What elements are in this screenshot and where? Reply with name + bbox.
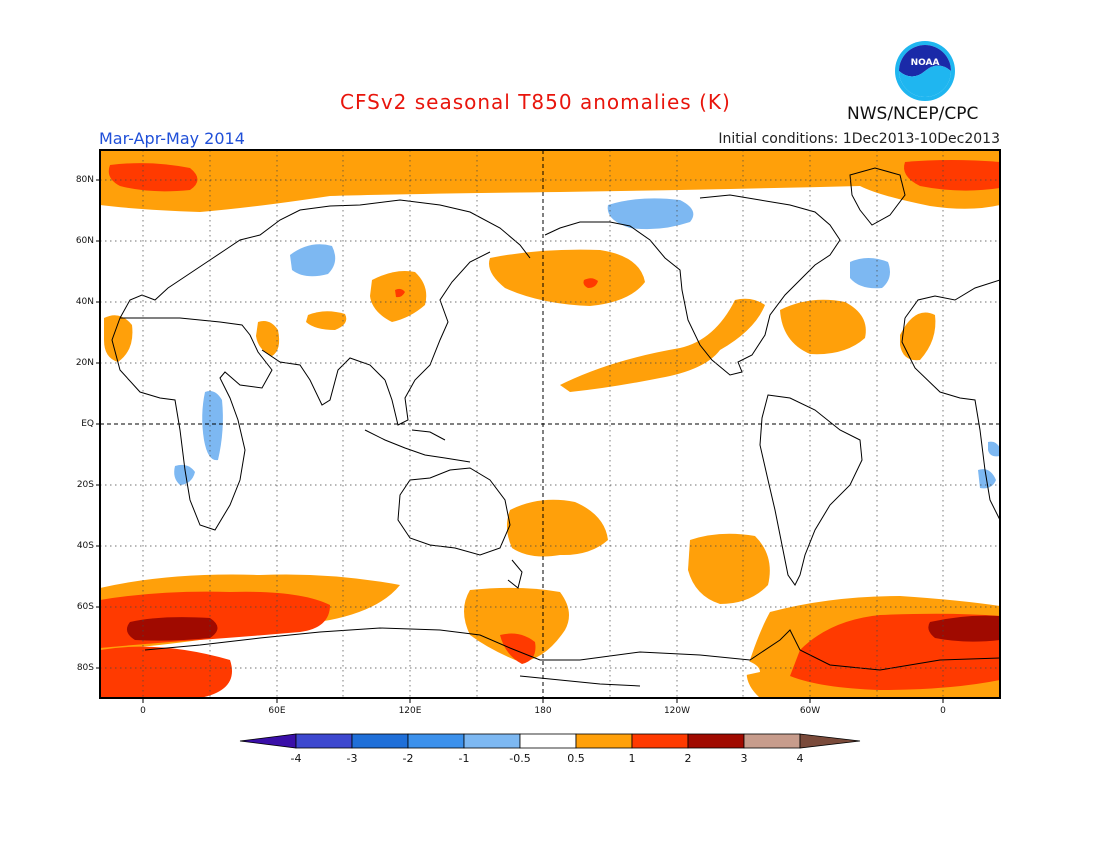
lat-label: 20S xyxy=(76,480,94,490)
lat-label: 60N xyxy=(75,236,94,246)
colorbar-label: 1 xyxy=(628,752,636,765)
lat-label: 80S xyxy=(76,663,94,673)
colorbar-label: -0.5 xyxy=(509,752,531,765)
colorbar-swatch xyxy=(575,733,633,749)
lat-label: 40S xyxy=(76,541,94,551)
colorbar-label: 0.5 xyxy=(567,752,585,765)
colorbar-label: 4 xyxy=(796,752,804,765)
lon-label: 120W xyxy=(663,706,691,716)
agency-label: NWS/NCEP/CPC xyxy=(847,104,979,124)
colorbar-swatch xyxy=(463,733,521,749)
coastlines xyxy=(111,167,1000,687)
colorbar-swatch xyxy=(407,733,465,749)
colorbar-swatch xyxy=(519,733,577,749)
colorbar-arrow-low xyxy=(239,733,297,749)
lat-label: 60S xyxy=(76,602,94,612)
colorbar xyxy=(239,733,861,749)
lon-label: 120E xyxy=(398,706,422,716)
forecast-period: Mar-Apr-May 2014 xyxy=(99,129,245,148)
colorbar-label: -2 xyxy=(402,752,414,765)
logo-text: NOAA xyxy=(911,58,940,68)
colorbar-swatch xyxy=(743,733,801,749)
colorbar-swatch xyxy=(295,733,353,749)
colorbar-label: -4 xyxy=(290,752,302,765)
lon-label: 60E xyxy=(268,706,286,716)
anomaly-shading xyxy=(100,150,1000,698)
colorbar-arrow-high xyxy=(799,733,861,749)
colorbar-swatch xyxy=(351,733,409,749)
colorbar-label: -3 xyxy=(346,752,358,765)
colorbar-label: -1 xyxy=(458,752,470,765)
colorbar-swatch xyxy=(687,733,745,749)
chart-title: CFSv2 seasonal T850 anomalies (K) xyxy=(340,90,731,114)
lat-label: EQ xyxy=(81,419,94,429)
lon-label: 0 xyxy=(940,706,946,716)
colorbar-label: 3 xyxy=(740,752,748,765)
lat-label: 20N xyxy=(75,358,94,368)
map-gridlines xyxy=(100,150,1000,698)
colorbar-swatch xyxy=(631,733,689,749)
initial-conditions: Initial conditions: 1Dec2013-10Dec2013 xyxy=(718,131,1000,147)
lat-label: 40N xyxy=(75,297,94,307)
colorbar-label: 2 xyxy=(684,752,692,765)
lat-label: 80N xyxy=(75,175,94,185)
lon-label: 60W xyxy=(799,706,821,716)
noaa-logo-icon: NOAA xyxy=(895,41,955,101)
lon-label: 0 xyxy=(140,706,146,716)
lon-label: 180 xyxy=(534,706,552,716)
axis-ticks xyxy=(96,179,944,703)
